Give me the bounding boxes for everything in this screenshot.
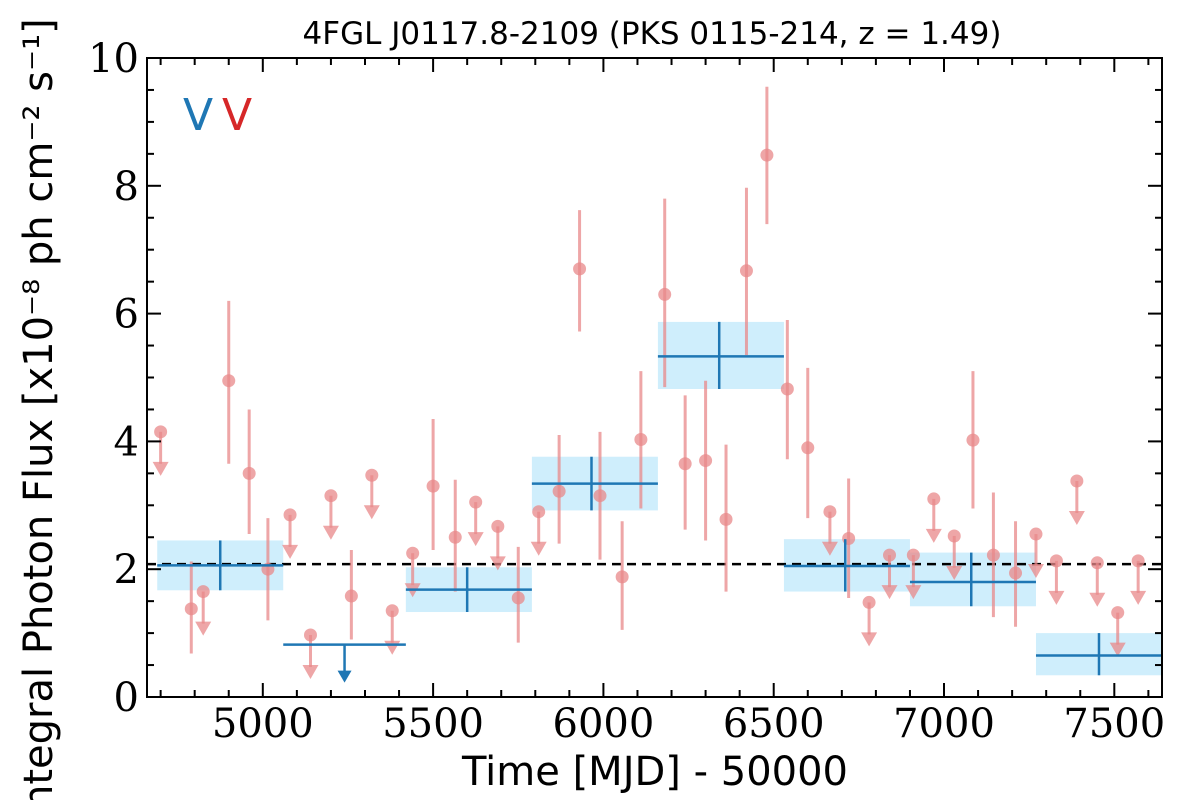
- detection-point: [511, 591, 525, 605]
- x-axis-label: Time [MJD] - 50000: [461, 749, 848, 795]
- detection-point: [242, 466, 256, 480]
- x-tick-label: 5500: [382, 701, 484, 747]
- y-tick-label: 8: [114, 164, 139, 210]
- upper-limit-arrow: [1068, 511, 1085, 526]
- legend-entry-blue: V: [183, 90, 213, 141]
- detection-point: [699, 454, 713, 468]
- axes: 5000 5500 6000 6500 7000 7500 0 2 4 6 8 10: [88, 36, 1165, 747]
- upper-limit-arrow: [1027, 564, 1044, 579]
- upper-limit-arrow: [946, 565, 963, 580]
- upper-limit-arrow: [489, 556, 506, 571]
- y-tick-label: 10: [88, 36, 139, 82]
- upper-limit-arrow: [821, 541, 838, 556]
- upper-limit-arrow: [1048, 590, 1065, 605]
- upper-limit-arrow: [530, 541, 547, 556]
- upper-limit-arrow: [1109, 642, 1126, 657]
- upper-limit-arrow: [1089, 592, 1106, 607]
- detection-point: [552, 484, 566, 498]
- upper-limit-arrow: [467, 532, 484, 547]
- detection-point: [658, 287, 672, 301]
- upper-limit-arrow: [282, 544, 299, 559]
- detection-point: [634, 432, 648, 446]
- upper-limit-arrow: [302, 665, 319, 680]
- x-tick-label: 7000: [893, 701, 995, 747]
- upper-limit-arrow: [905, 585, 922, 600]
- detection-point: [593, 489, 607, 503]
- y-tick-label: 0: [114, 675, 139, 721]
- detection-point: [678, 457, 692, 471]
- detection-point: [739, 264, 753, 278]
- y-tick-label: 4: [114, 419, 139, 465]
- long-bin-band: [909, 552, 1036, 607]
- detection-point: [760, 148, 774, 162]
- x-tick-label: 6500: [723, 701, 825, 747]
- upper-limit-arrow: [195, 621, 212, 636]
- detection-point: [344, 589, 358, 603]
- detection-point: [448, 530, 462, 544]
- upper-limit-arrow: [925, 528, 942, 543]
- y-axis-label: Integral Photon Flux [x10⁻⁸ ph cm⁻² s⁻¹]: [16, 18, 62, 800]
- detection-point: [801, 441, 815, 455]
- detection-point: [719, 512, 733, 526]
- detection-point: [986, 548, 1000, 562]
- upper-limit-arrow: [1130, 590, 1147, 605]
- upper-limit-arrow: [881, 585, 898, 600]
- upper-limit-arrow: [861, 632, 878, 647]
- long-bin-layer: [157, 321, 1162, 683]
- x-tick-label: 6000: [553, 701, 655, 747]
- x-tick-label: 7500: [1063, 701, 1165, 747]
- upper-limit-arrow: [363, 505, 380, 520]
- y-tick-label: 6: [114, 292, 139, 338]
- y-tick-label: 2: [114, 547, 139, 593]
- detection-point: [573, 262, 587, 276]
- chart-title: 4FGL J0117.8-2109 (PKS 0115-214, z = 1.4…: [303, 16, 1002, 52]
- detection-point: [615, 570, 629, 584]
- upper-limit-arrow: [322, 525, 339, 540]
- upper-limit-arrow: [384, 640, 401, 655]
- long-bin-upper-limit-arrow: [337, 670, 352, 683]
- legend: V V: [183, 90, 252, 141]
- long-bin-bands: [157, 321, 1162, 676]
- detection-point: [1009, 566, 1023, 580]
- detection-point: [780, 382, 794, 396]
- detection-point: [184, 602, 198, 616]
- detection-point: [966, 433, 980, 447]
- detection-point: [222, 374, 236, 388]
- x-tick-label: 5000: [212, 701, 314, 747]
- short-bin-layer: [152, 86, 1147, 680]
- detection-point: [426, 479, 440, 493]
- upper-limit-arrow: [152, 461, 169, 476]
- legend-entry-red: V: [222, 90, 252, 141]
